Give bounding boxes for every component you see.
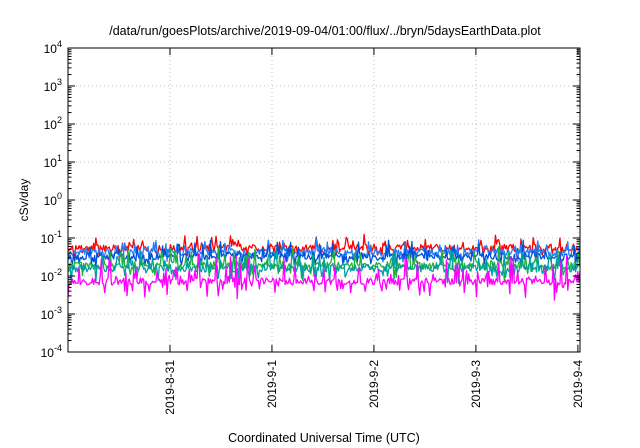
series-layer bbox=[67, 233, 581, 301]
series-line bbox=[67, 239, 581, 269]
x-tick-label: 2019-8-31 bbox=[163, 360, 177, 415]
chart-title: /data/run/goesPlots/archive/2019-09-04/0… bbox=[109, 24, 541, 38]
y-tick-label: 104 bbox=[44, 39, 62, 56]
y-tick-label: 10-4 bbox=[41, 343, 62, 360]
x-tick-label: 2019-9-2 bbox=[367, 360, 381, 408]
x-tick-label: 2019-9-4 bbox=[571, 360, 585, 408]
y-tick-label: 103 bbox=[44, 77, 62, 94]
series-line bbox=[67, 248, 581, 284]
y-tick-label: 101 bbox=[44, 153, 62, 170]
series-line bbox=[67, 245, 581, 281]
x-axis-label: Coordinated Universal Time (UTC) bbox=[228, 431, 420, 445]
y-axis: 10-4 10-3 10-2 10-1 100 101 102 103 104 bbox=[41, 39, 580, 360]
x-axis: 2019-8-31 2019-9-1 2019-9-2 2019-9-3 2019-9-… bbox=[163, 48, 585, 415]
x-tick-label: 2019-9-1 bbox=[265, 360, 279, 408]
grid-lines bbox=[68, 48, 580, 352]
y-tick-label: 10-3 bbox=[41, 305, 62, 322]
series-line bbox=[67, 237, 581, 265]
y-tick-label: 100 bbox=[44, 191, 62, 208]
series-line bbox=[67, 253, 581, 301]
y-tick-label: 10-1 bbox=[41, 229, 62, 246]
y-axis-label: cSv/day bbox=[17, 179, 31, 222]
y-tick-label: 10-2 bbox=[41, 267, 62, 284]
y-tick-label: 102 bbox=[44, 115, 62, 132]
x-tick-label: 2019-9-3 bbox=[469, 360, 483, 408]
